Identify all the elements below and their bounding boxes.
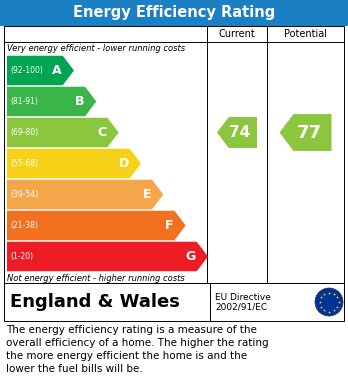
Text: lower the fuel bills will be.: lower the fuel bills will be. bbox=[6, 364, 143, 374]
Polygon shape bbox=[7, 242, 208, 271]
Bar bbox=[4, 26, 344, 283]
Text: (55-68): (55-68) bbox=[10, 159, 38, 168]
Text: (1-20): (1-20) bbox=[10, 252, 33, 261]
Text: the more energy efficient the home is and the: the more energy efficient the home is an… bbox=[6, 351, 247, 361]
Polygon shape bbox=[7, 56, 74, 85]
Polygon shape bbox=[7, 211, 185, 240]
Text: 74: 74 bbox=[229, 125, 251, 140]
Text: C: C bbox=[97, 126, 106, 139]
Text: EU Directive: EU Directive bbox=[215, 292, 271, 301]
Text: Energy Efficiency Rating: Energy Efficiency Rating bbox=[73, 5, 275, 20]
Text: England & Wales: England & Wales bbox=[10, 293, 180, 311]
Text: 77: 77 bbox=[296, 124, 322, 142]
Bar bbox=[0, 0, 348, 26]
Text: Current: Current bbox=[219, 29, 255, 39]
Polygon shape bbox=[7, 149, 141, 178]
Text: A: A bbox=[52, 64, 62, 77]
Text: Potential: Potential bbox=[284, 29, 327, 39]
Text: (92-100): (92-100) bbox=[10, 66, 43, 75]
Text: (69-80): (69-80) bbox=[10, 128, 38, 137]
Text: overall efficiency of a home. The higher the rating: overall efficiency of a home. The higher… bbox=[6, 338, 269, 348]
Polygon shape bbox=[7, 118, 119, 147]
Polygon shape bbox=[279, 114, 332, 151]
Text: (21-38): (21-38) bbox=[10, 221, 38, 230]
Bar bbox=[4, 283, 344, 321]
Text: E: E bbox=[143, 188, 151, 201]
Text: (39-54): (39-54) bbox=[10, 190, 38, 199]
Text: B: B bbox=[74, 95, 84, 108]
Polygon shape bbox=[217, 117, 257, 148]
Text: F: F bbox=[165, 219, 173, 232]
Text: G: G bbox=[185, 250, 196, 263]
Polygon shape bbox=[7, 87, 96, 116]
Text: Very energy efficient - lower running costs: Very energy efficient - lower running co… bbox=[7, 44, 185, 53]
Text: D: D bbox=[119, 157, 129, 170]
Text: The energy efficiency rating is a measure of the: The energy efficiency rating is a measur… bbox=[6, 325, 257, 335]
Circle shape bbox=[315, 288, 343, 316]
Text: 2002/91/EC: 2002/91/EC bbox=[215, 303, 267, 312]
Text: (81-91): (81-91) bbox=[10, 97, 38, 106]
Polygon shape bbox=[7, 180, 163, 209]
Text: Not energy efficient - higher running costs: Not energy efficient - higher running co… bbox=[7, 274, 185, 283]
